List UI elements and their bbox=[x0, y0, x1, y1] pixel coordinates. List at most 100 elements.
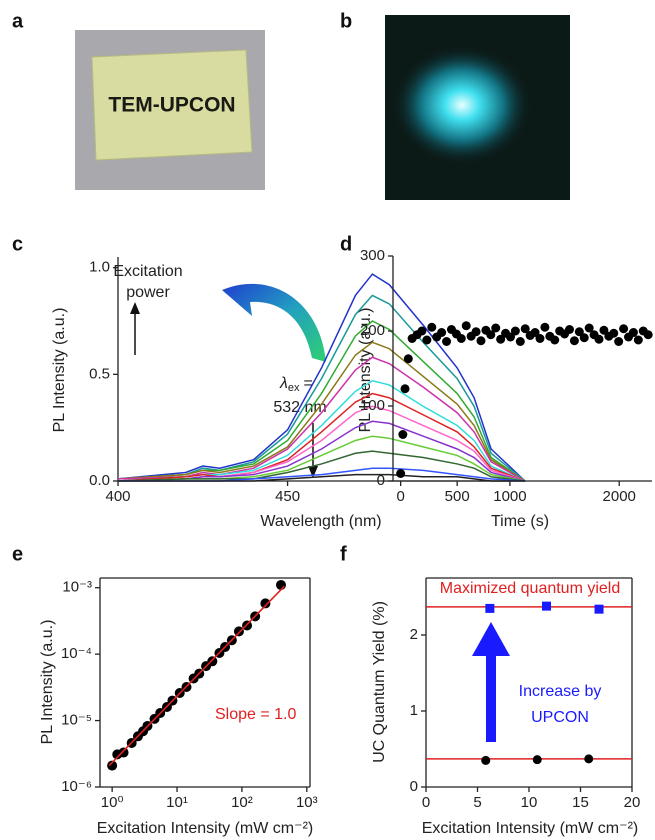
curved-arrow bbox=[222, 283, 326, 362]
point bbox=[510, 326, 520, 336]
x-tick-label: 400 bbox=[105, 488, 130, 505]
x-tick-label: 0 bbox=[396, 488, 404, 505]
annotation: Excitation bbox=[113, 263, 182, 280]
point bbox=[609, 328, 619, 338]
y-tick-label: 1.0 bbox=[89, 259, 110, 276]
point bbox=[599, 325, 609, 335]
x-tick-label: 10² bbox=[231, 794, 253, 811]
point bbox=[476, 336, 486, 346]
point bbox=[275, 579, 286, 590]
y-tick-label: 200 bbox=[360, 322, 385, 339]
point bbox=[628, 328, 638, 337]
y-tick-label: 10⁻⁶ bbox=[61, 778, 92, 795]
point bbox=[398, 430, 408, 439]
series-line bbox=[108, 585, 285, 767]
annotation: Maximized quantum yield bbox=[440, 580, 621, 597]
point bbox=[530, 328, 540, 337]
point bbox=[515, 337, 525, 346]
panel-label: a bbox=[12, 10, 24, 32]
point bbox=[540, 322, 550, 332]
annotation: UPCON bbox=[531, 709, 589, 726]
arrowhead bbox=[130, 302, 140, 314]
point bbox=[633, 335, 643, 345]
point bbox=[594, 334, 604, 344]
arrowhead bbox=[472, 622, 510, 656]
point bbox=[481, 755, 491, 765]
point bbox=[496, 334, 506, 344]
x-tick-label: 10 bbox=[521, 794, 538, 811]
point bbox=[417, 326, 427, 336]
y-tick-label: 10⁻⁴ bbox=[61, 645, 92, 662]
x-tick-label: 2000 bbox=[603, 488, 636, 505]
point bbox=[403, 354, 413, 364]
x-tick-label: 15 bbox=[572, 794, 589, 811]
x-tick-label: 20 bbox=[624, 794, 641, 811]
series-line bbox=[117, 450, 526, 482]
point bbox=[564, 325, 574, 334]
symbol: λ bbox=[279, 375, 288, 392]
x-axis-title: Excitation Intensity (mW cm⁻²) bbox=[97, 820, 313, 837]
point bbox=[532, 755, 542, 765]
point bbox=[118, 747, 129, 758]
series-line bbox=[117, 273, 526, 482]
point bbox=[427, 322, 437, 332]
series-line bbox=[117, 392, 526, 482]
annotation: Slope = 1.0 bbox=[215, 706, 297, 723]
point bbox=[471, 327, 481, 337]
point bbox=[485, 603, 495, 613]
point bbox=[614, 337, 624, 346]
y-tick-label: 0 bbox=[377, 472, 385, 489]
x-tick-label: 1000 bbox=[493, 488, 526, 505]
y-tick-label: 2 bbox=[410, 626, 418, 643]
point bbox=[643, 330, 653, 340]
point bbox=[579, 333, 589, 343]
point bbox=[542, 601, 552, 611]
point bbox=[594, 604, 604, 614]
x-axis-title: Excitation Intensity (mW cm⁻²) bbox=[422, 820, 638, 837]
y-tick-label: 0.5 bbox=[89, 365, 110, 382]
series-line bbox=[117, 341, 526, 482]
y-tick-label: 10⁻³ bbox=[62, 579, 92, 596]
point bbox=[260, 598, 271, 609]
point bbox=[437, 328, 447, 337]
point bbox=[491, 323, 501, 333]
arrow bbox=[486, 652, 496, 742]
x-axis-title: Wavelength (nm) bbox=[260, 513, 381, 530]
x-tick-label: 0 bbox=[422, 794, 430, 811]
series-line bbox=[117, 294, 526, 482]
panel-label: c bbox=[12, 233, 23, 255]
point bbox=[207, 656, 218, 667]
panel-label: f bbox=[340, 543, 347, 565]
point bbox=[442, 337, 452, 346]
point bbox=[422, 335, 432, 345]
y-axis-title: PL Intensity (a.u.) bbox=[357, 308, 374, 433]
x-tick-label: 10³ bbox=[296, 794, 318, 811]
subscript: ex bbox=[288, 382, 300, 394]
annotation: Increase by bbox=[519, 683, 602, 700]
y-axis-title: PL Intensity (a.u.) bbox=[51, 308, 68, 433]
x-axis-title: Time (s) bbox=[491, 513, 549, 530]
point bbox=[456, 334, 466, 343]
film-text: TEM-UPCON bbox=[108, 94, 235, 117]
point bbox=[574, 327, 584, 337]
series-line bbox=[117, 405, 526, 482]
point bbox=[569, 336, 579, 346]
point bbox=[461, 321, 471, 331]
point bbox=[550, 335, 560, 345]
point bbox=[396, 469, 406, 478]
point bbox=[520, 324, 530, 334]
x-tick-label: 10⁰ bbox=[101, 794, 124, 811]
series-line bbox=[117, 420, 526, 482]
arrowhead bbox=[308, 466, 318, 478]
y-tick-label: 10⁻⁵ bbox=[61, 712, 92, 729]
point bbox=[584, 754, 594, 764]
panel-label: d bbox=[340, 233, 352, 255]
y-tick-label: 0.0 bbox=[89, 472, 110, 489]
point bbox=[619, 324, 629, 334]
x-tick-label: 10¹ bbox=[166, 794, 188, 811]
annotation: = bbox=[304, 375, 313, 392]
y-tick-label: 100 bbox=[360, 397, 385, 414]
y-tick-label: 0 bbox=[410, 778, 418, 795]
series-line bbox=[117, 356, 526, 482]
